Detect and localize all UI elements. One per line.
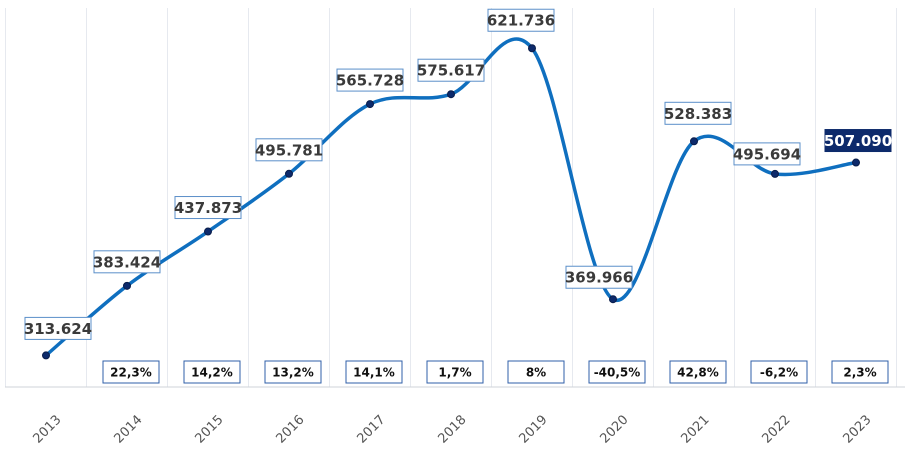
data-point <box>447 90 455 99</box>
growth-label-text: 22,3% <box>110 366 152 380</box>
data-point <box>771 169 779 178</box>
value-label-box <box>487 8 555 32</box>
gridlines <box>5 8 897 387</box>
data-point <box>528 44 536 53</box>
growth-label: 22,3% <box>102 360 160 384</box>
value-label: 495.781 <box>255 138 323 162</box>
data-point <box>366 100 374 109</box>
value-label: 383.424 <box>93 250 161 274</box>
data-point <box>852 158 860 167</box>
x-tick-label: 2023 <box>841 413 875 447</box>
growth-label-box <box>588 360 646 384</box>
growth-label-box <box>669 360 727 384</box>
growth-label-text: 2,3% <box>843 366 876 380</box>
value-label-text: 369.966 <box>565 269 633 287</box>
x-tick-label: 2018 <box>436 413 470 447</box>
value-label: 369.966 <box>565 265 633 289</box>
growth-label-text: -40,5% <box>594 366 641 380</box>
value-label-box <box>733 142 801 166</box>
value-label: 528.383 <box>664 101 732 125</box>
data-point <box>42 351 50 360</box>
data-point <box>204 227 212 236</box>
value-label-box <box>336 68 404 92</box>
growth-label-box <box>345 360 403 384</box>
growth-label-box <box>264 360 322 384</box>
data-point <box>690 137 698 146</box>
value-label-box <box>664 101 732 125</box>
value-label-text: 313.624 <box>24 320 92 338</box>
value-label-text: 495.694 <box>733 145 801 163</box>
growth-label-text: 14,2% <box>191 366 233 380</box>
x-tick-labels: 2013 2014 2015 2016 2017 2018 2019 2020 2021 2022… <box>31 413 875 447</box>
x-tick-label: 2019 <box>517 413 551 447</box>
value-label: 437.873 <box>174 196 242 220</box>
growth-label-text: 8% <box>526 366 546 380</box>
growth-label: 13,2% <box>264 360 322 384</box>
value-label-box <box>417 58 485 82</box>
x-tick-label: 2015 <box>193 413 227 447</box>
x-tick-label: 2020 <box>598 413 632 447</box>
value-label-text: 383.424 <box>93 253 161 271</box>
x-tick-label: 2017 <box>355 413 389 447</box>
value-label-box <box>174 196 242 220</box>
value-label-box <box>565 265 633 289</box>
growth-label-text: 14,1% <box>353 366 395 380</box>
growth-label-box <box>426 360 484 384</box>
growth-label: -6,2% <box>750 360 808 384</box>
growth-label: 1,7% <box>426 360 484 384</box>
value-label: 507.090 <box>824 129 892 153</box>
value-label: 313.624 <box>24 316 92 340</box>
value-label-box <box>824 129 892 153</box>
data-point <box>285 169 293 178</box>
value-label: 495.694 <box>733 142 801 166</box>
growth-label: 14,1% <box>345 360 403 384</box>
growth-label-text: 42,8% <box>677 366 719 380</box>
growth-label: 8% <box>507 360 565 384</box>
value-label-box <box>24 316 92 340</box>
growth-label: 2,3% <box>831 360 889 384</box>
value-label: 565.728 <box>336 68 404 92</box>
growth-label-box <box>831 360 889 384</box>
value-label: 575.617 <box>417 58 485 82</box>
data-point <box>609 295 617 304</box>
growth-label-box <box>750 360 808 384</box>
growth-label: -40,5% <box>588 360 646 384</box>
growth-label-box <box>183 360 241 384</box>
series-line-layer <box>44 37 858 358</box>
value-label-text: 621.736 <box>487 12 555 30</box>
growth-label: 14,2% <box>183 360 241 384</box>
value-label-text: 507.090 <box>824 132 892 150</box>
growth-label-text: -6,2% <box>760 366 798 380</box>
growth-labels: 22,3% 14,2% 13,2% 14,1% 1,7% 8% -40,5% 42,8% -6,… <box>102 360 889 384</box>
value-label-text: 437.873 <box>174 199 242 217</box>
value-label-box <box>255 138 323 162</box>
x-tick-label: 2016 <box>274 413 308 447</box>
x-tick-label: 2022 <box>760 413 794 447</box>
value-label-text: 565.728 <box>336 72 404 90</box>
value-label-text: 495.781 <box>255 141 323 159</box>
growth-label-text: 1,7% <box>438 366 471 380</box>
x-tick-label: 2013 <box>31 413 65 447</box>
value-labels: 313.624 383.424 437.873 495.781 565.728 575.6… <box>24 8 892 340</box>
value-label-text: 528.383 <box>664 105 732 123</box>
growth-label-box <box>507 360 565 384</box>
growth-label-box <box>102 360 160 384</box>
value-label: 621.736 <box>487 8 555 32</box>
data-point <box>123 281 131 290</box>
data-points <box>42 44 860 360</box>
growth-label: 42,8% <box>669 360 727 384</box>
value-label-box <box>93 250 161 274</box>
x-tick-label: 2014 <box>112 413 146 447</box>
growth-label-text: 13,2% <box>272 366 314 380</box>
x-tick-label: 2021 <box>679 413 713 447</box>
value-label-text: 575.617 <box>417 62 485 80</box>
series-line <box>44 37 858 358</box>
